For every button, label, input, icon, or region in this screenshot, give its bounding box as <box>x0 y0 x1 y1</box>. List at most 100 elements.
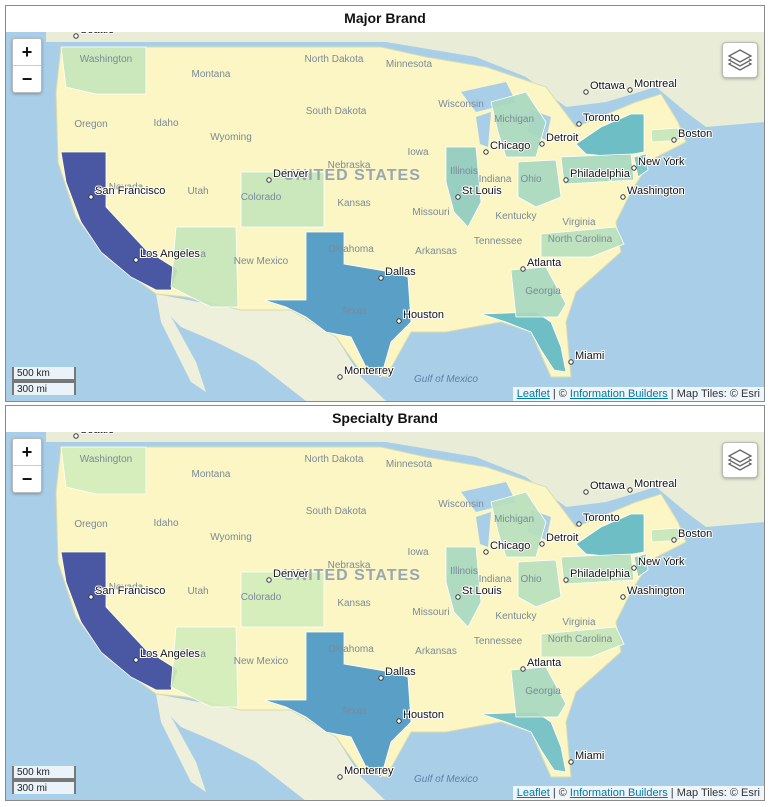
city-label: New York <box>638 556 685 568</box>
state-new-york[interactable] <box>575 513 645 558</box>
city-label: San Francisco <box>95 585 165 597</box>
state-label: Iowa <box>407 547 429 558</box>
state-label: Wisconsin <box>438 499 484 510</box>
city-marker <box>378 275 384 281</box>
information-builders-link[interactable]: Information Builders <box>569 787 668 799</box>
state-label: Washington <box>80 54 132 65</box>
city-label: Detroit <box>546 132 578 144</box>
city-marker <box>266 577 272 583</box>
land-mexico <box>156 694 385 800</box>
city-marker <box>396 318 402 324</box>
state-label: Illinois <box>450 566 478 577</box>
state-label: Nevada <box>109 582 144 593</box>
map-panel-major-brand: Major Brand Washington Oregon Montana Idaho… <box>5 5 765 402</box>
zoom-out-button[interactable]: − <box>21 69 33 89</box>
state-new-jersey[interactable] <box>633 153 649 178</box>
state-label: Utah <box>187 586 208 597</box>
state-label: Georgia <box>525 286 561 297</box>
state-pennsylvania[interactable] <box>560 153 635 185</box>
state-texas[interactable] <box>263 231 412 378</box>
state-new-jersey[interactable] <box>633 553 649 578</box>
scale-km: 500 km <box>12 766 76 780</box>
state-michigan[interactable] <box>490 491 547 558</box>
map-svg: Washington Oregon Montana Idaho Wyoming Nevad… <box>6 432 764 800</box>
state-label: Texas <box>341 706 367 717</box>
state-georgia[interactable] <box>510 266 567 318</box>
city-label: Miami <box>575 350 604 362</box>
layers-button[interactable] <box>722 442 758 478</box>
state-label: Missouri <box>412 207 449 218</box>
state-colorado[interactable] <box>240 171 325 228</box>
state-label: Nevada <box>109 182 144 193</box>
zoom-in-button[interactable]: + <box>13 439 41 466</box>
state-label: Washington <box>80 454 132 465</box>
state-michigan[interactable] <box>490 91 547 158</box>
state-california[interactable] <box>60 551 179 691</box>
land-baja <box>156 694 206 792</box>
state-arizona[interactable] <box>170 626 239 708</box>
state-texas[interactable] <box>263 631 412 778</box>
attribution-sep: | © <box>549 787 570 799</box>
state-label: Kentucky <box>495 611 536 622</box>
state-ohio[interactable] <box>517 159 562 208</box>
state-label: New Mexico <box>234 256 289 267</box>
city-label: Philadelphia <box>570 168 631 180</box>
land-canada <box>46 32 764 127</box>
city-label: Los Angeles <box>140 648 200 660</box>
city-label: Toronto <box>583 112 620 124</box>
city-marker <box>520 666 526 672</box>
state-label: North Dakota <box>305 54 364 65</box>
state-label: South Dakota <box>306 506 367 517</box>
city-marker <box>583 489 589 495</box>
state-label: Kentucky <box>495 211 536 222</box>
state-north-carolina[interactable] <box>540 226 625 258</box>
city-label: Seattle <box>80 432 114 436</box>
state-washington[interactable] <box>60 446 147 495</box>
state-label: Oklahoma <box>328 644 374 655</box>
city-marker <box>73 433 79 439</box>
state-arizona[interactable] <box>170 226 239 308</box>
country-label: UNITED STATES <box>283 567 421 584</box>
city-label: Monterrey <box>344 365 394 377</box>
state-label: Wyoming <box>210 532 252 543</box>
zoom-in-button[interactable]: + <box>13 39 41 66</box>
city-label: Dallas <box>385 266 416 278</box>
city-label: St Louis <box>462 185 502 197</box>
map-canvas[interactable]: Washington Oregon Montana Idaho Wyoming Nevad… <box>6 32 764 401</box>
layers-button[interactable] <box>722 42 758 78</box>
state-label: Oklahoma <box>328 244 374 255</box>
state-label: Nebraska <box>328 560 371 571</box>
state-illinois[interactable] <box>445 546 482 628</box>
attribution: Leaflet | © Information Builders | Map T… <box>512 786 764 800</box>
city-label: Ottawa <box>590 480 626 492</box>
city-marker <box>631 565 637 571</box>
leaflet-link[interactable]: Leaflet <box>516 787 550 799</box>
state-new-york[interactable] <box>575 113 645 158</box>
information-builders-link[interactable]: Information Builders <box>569 388 668 400</box>
state-label: North Carolina <box>548 234 613 245</box>
state-pennsylvania[interactable] <box>560 553 635 585</box>
state-ohio[interactable] <box>517 559 562 608</box>
city-marker <box>627 487 633 493</box>
city-marker <box>88 194 94 200</box>
state-georgia[interactable] <box>510 666 567 718</box>
city-label: San Francisco <box>95 185 165 197</box>
state-label: Colorado <box>241 192 282 203</box>
city-label: Boston <box>678 528 712 540</box>
state-north-carolina[interactable] <box>540 626 625 658</box>
scale-km: 500 km <box>12 367 76 381</box>
state-california[interactable] <box>60 151 179 291</box>
leaflet-link[interactable]: Leaflet <box>516 388 550 400</box>
state-washington[interactable] <box>60 46 147 95</box>
state-illinois[interactable] <box>445 146 482 228</box>
state-label: North Dakota <box>305 454 364 465</box>
zoom-out-button[interactable]: − <box>21 469 33 489</box>
map-canvas[interactable]: Washington Oregon Montana Idaho Wyoming Nevad… <box>6 432 764 800</box>
state-label: Utah <box>187 186 208 197</box>
state-label: Arkansas <box>415 246 457 257</box>
water-label: Gulf of Mexico <box>414 374 478 385</box>
state-label: Minnesota <box>386 59 433 70</box>
state-colorado[interactable] <box>240 571 325 628</box>
city-marker <box>88 594 94 600</box>
city-label: Dallas <box>385 666 416 678</box>
